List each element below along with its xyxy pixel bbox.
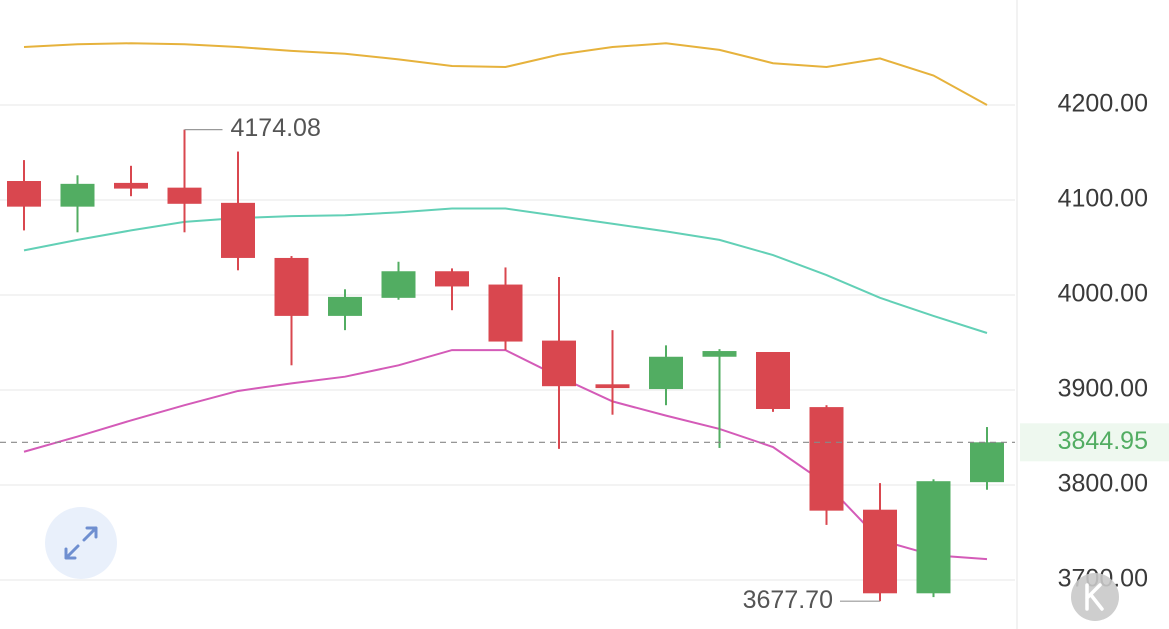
current-price-label: 3844.95 (1058, 427, 1148, 455)
candle-body (7, 181, 41, 207)
candle-body (60, 183, 95, 207)
candle-body (649, 356, 683, 390)
candle-body (328, 296, 362, 316)
candle-body (542, 340, 576, 387)
grid (0, 104, 1015, 581)
y-tick-label: 4200.00 (1058, 90, 1148, 118)
y-tick-label: 3900.00 (1058, 375, 1148, 403)
candle-body (381, 271, 416, 298)
y-tick-label: 3800.00 (1058, 470, 1148, 498)
expand-button[interactable] (45, 507, 117, 579)
k-icon[interactable] (1085, 583, 1104, 611)
candles (7, 129, 1004, 602)
labels: 4200.004100.004000.003900.003800.003700.… (0, 90, 1169, 614)
expand-button-bg[interactable] (45, 507, 117, 579)
y-tick-label: 4100.00 (1058, 185, 1148, 213)
candle-body (167, 187, 202, 204)
candle-body (970, 442, 1004, 483)
candle-body (916, 481, 951, 594)
candle-body (756, 352, 790, 409)
current-price-bg (1020, 423, 1169, 462)
candle-body (435, 271, 469, 287)
candle-body (274, 257, 309, 316)
candle-body (488, 284, 523, 342)
k-button[interactable] (1071, 573, 1119, 621)
expand-icon[interactable] (64, 526, 98, 560)
annotation-label: 4174.08 (231, 114, 321, 142)
candle-body (595, 384, 630, 389)
candle-body (114, 182, 148, 189)
annotation-label: 3677.70 (743, 586, 833, 614)
candle-body (809, 407, 844, 511)
y-tick-label: 4000.00 (1058, 280, 1148, 308)
k-button-bg[interactable] (1071, 573, 1119, 621)
candle-body (863, 509, 897, 594)
candle-body (702, 351, 737, 357)
indicator-line (23, 42, 988, 106)
candle-body (221, 202, 255, 258)
